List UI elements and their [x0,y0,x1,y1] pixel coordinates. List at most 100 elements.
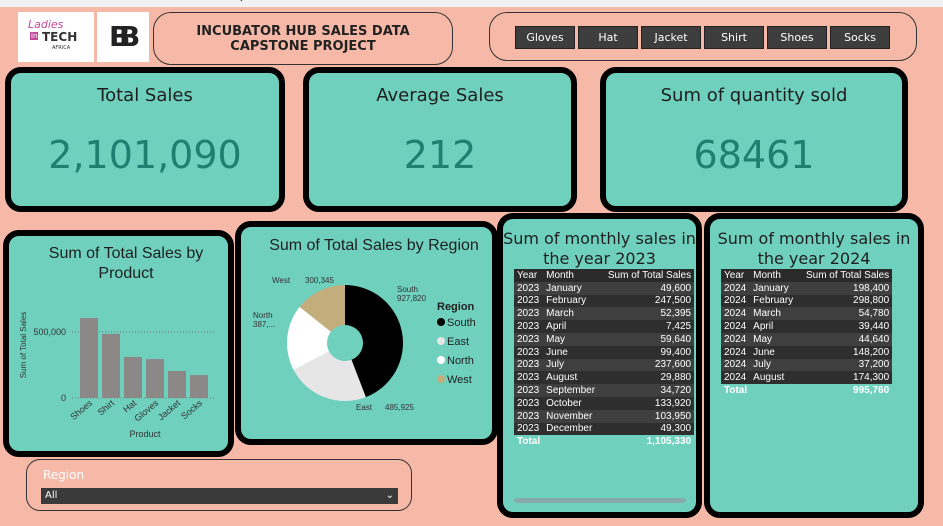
total-label: Total [517,436,541,448]
bar [168,370,186,398]
table-cell: 2024 [724,333,747,345]
table-cell: 44,640 [858,333,890,345]
y-tick-label: 0 [61,393,66,403]
total-value: 1,105,330 [646,436,692,448]
card: Total Sales 2,101,090 [5,67,285,212]
table-cell: 2023 [517,359,540,371]
pie-value-label: 300,345 [305,276,334,285]
table-cell: May [546,333,566,345]
table-cell: 2023 [517,385,540,397]
table-cell: June [546,346,568,358]
menu-item[interactable]: Queries [236,0,275,3]
pie-value-label: 485,925 [385,403,414,412]
table-cell: 99,400 [660,346,692,358]
bar [146,359,164,398]
table: Year Month Sum of Total Sales 2024 January 19… [721,269,893,397]
logo-text: Ladies [28,18,64,31]
card-title: Average Sales [376,85,504,106]
table-cell: 2024 [724,346,747,358]
table-cell: 39,440 [858,321,890,333]
table-row: 2023 April 7,425 [514,320,695,333]
table-row: 2023 August 29,880 [514,371,695,385]
table-cell: 2023 [517,410,540,422]
slicer-button[interactable]: Shirt [704,26,764,49]
total-label: Total [724,385,748,397]
slicer-title: Region [43,468,85,482]
x-tick-label: Gloves [132,398,160,424]
logo-text: AFRICA [52,45,71,51]
table-cell: 34,720 [660,385,692,397]
column-header: Year [724,269,745,281]
table-cell: June [753,346,775,358]
x-tick-label: Jacket [156,398,183,423]
x-tick-label: Shoes [68,398,94,422]
bar [190,375,208,398]
pie-label: North [253,311,273,320]
y-tick-label: 500,000 [33,327,66,337]
total-row: Total 1,105,330 [514,435,694,448]
table-cell: January [546,282,582,294]
pie-label: West [272,276,291,285]
legend-marker [437,356,445,364]
table-cell: July [546,359,564,371]
table-cell: October [546,397,582,409]
table-cell: 2024 [724,295,747,307]
table-cell: 237,600 [654,359,692,371]
x-tick-label: Shirt [96,398,117,418]
table-row: 2023 July 237,600 [514,358,695,372]
table-cell: 2024 [724,321,747,333]
table-cell: February [753,295,794,307]
table-cell: 54,780 [858,308,890,320]
pie-slice [286,306,331,371]
pie-slice [293,351,366,401]
slicer-button[interactable]: Gloves [515,26,575,49]
table-cell: 49,300 [660,423,692,435]
table-card: Sum of monthly sales in the year 2023 Ye… [497,213,702,518]
slicer-button[interactable]: Shoes [767,26,827,49]
menu-item[interactable]: Insert [490,0,519,3]
table-cell: December [546,423,593,435]
chart-title: Sum of Total Sales by [49,245,203,262]
table-card: Sum of monthly sales in the year 2024 Ye… [704,213,924,518]
table-cell: July [753,359,771,371]
slicer-value: All [45,490,58,501]
table-row: 2024 January 198,400 [721,281,893,295]
title: INCUBATOR HUB SALES DATA CAPSTONE PROJEC… [196,23,410,54]
table-cell: 2023 [517,308,540,320]
table-cell: 2023 [517,423,540,435]
header-row: Year Month Sum of Total Sales [514,269,695,282]
chart-title: Product [98,265,154,282]
menu-item[interactable]: Data [18,0,42,3]
legend-label: North [447,355,474,367]
slicer-dropdown[interactable]: All ⌄ [41,488,398,504]
legend-title: Region [437,301,475,313]
table-cell: January [753,282,789,294]
table-wrap: Year Month Sum of Total Sales 2024 January 19… [721,269,893,397]
legend-marker [437,375,445,383]
menu-item[interactable]: Sensitivity [898,0,943,3]
logo-text: TECH [42,30,78,44]
table-row: 2024 August 174,300 [721,371,893,385]
slicer-button[interactable]: Socks [830,26,890,49]
table-cell: 174,300 [853,372,890,384]
table-row: 2024 May 44,640 [721,332,893,346]
slicer-button[interactable]: Hat [578,26,638,49]
slicer-button[interactable]: Jacket [641,26,701,49]
column-header: Month [546,269,574,281]
table-title: Sum of monthly sales in the year 2023 [503,229,696,268]
table-cell: 37,200 [858,359,890,371]
card-value: 68461 [693,133,815,177]
menu-item[interactable]: Calculations [770,0,831,3]
table-cell: 2023 [517,282,540,294]
table-cell: 2023 [517,397,540,409]
table-cell: 298,800 [853,295,890,307]
table-cell: February [546,295,587,307]
legend-label: East [447,336,469,348]
scrollbar[interactable] [514,498,686,503]
table-cell: November [546,410,593,422]
table-cell: September [546,385,596,397]
x-axis-title: Product [129,429,161,439]
table-title: Sum of monthly sales in the year 2024 [717,229,911,268]
pie-value-label: 387,... [253,320,275,329]
table-cell: 49,600 [660,282,692,294]
